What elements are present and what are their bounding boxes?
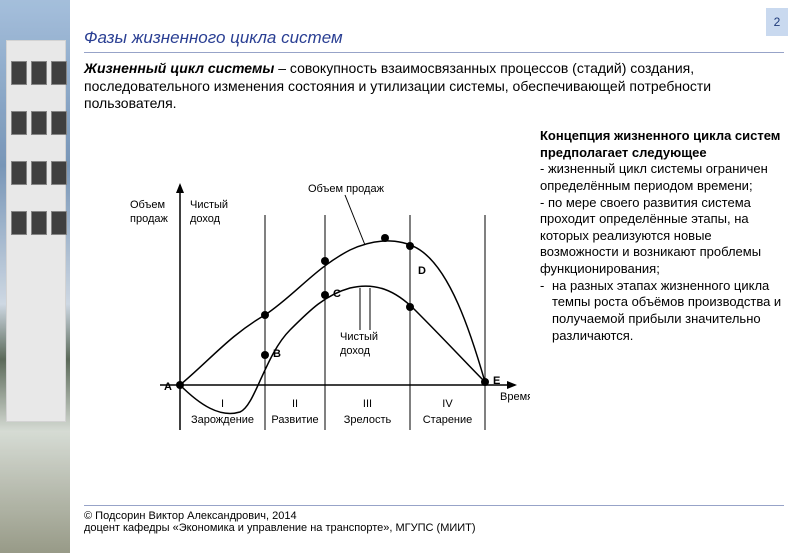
footer-affiliation: доцент кафедры «Экономика и управление н… [84,522,784,534]
concept-bullet-3: на разных этапах жизненного цикла темпы … [552,278,785,345]
svg-text:Объем продаж: Объем продаж [308,183,385,195]
footer: © Подсорин Виктор Александрович, 2014 до… [84,505,784,534]
svg-text:доход: доход [340,345,371,357]
definition-lead: Жизненный цикл системы [84,60,274,76]
footer-copyright: © Подсорин Виктор Александрович, 2014 [84,510,784,522]
concept-bullet-1: - жизненный цикл системы ограничен опред… [540,161,785,194]
svg-text:доход: доход [190,213,221,225]
svg-text:II: II [292,398,298,410]
svg-text:Чистый: Чистый [340,331,378,343]
svg-text:Объем: Объем [130,199,165,211]
svg-text:E: E [493,375,500,387]
svg-text:I: I [221,398,224,410]
svg-text:A: A [164,381,172,393]
svg-text:B: B [273,348,281,360]
svg-text:C: C [333,288,341,300]
lifecycle-chart: I Зарождение II Развитие III Зрелость IV Старен… [90,160,530,470]
slide-title: Фазы жизненного цикла систем [84,28,343,48]
svg-text:IV: IV [442,398,453,410]
svg-text:Зарождение: Зарождение [191,414,254,426]
photo-strip [0,0,70,553]
bullet-dash: - [540,278,552,345]
definition-paragraph: Жизненный цикл системы – совокупность вз… [84,60,784,113]
svg-text:продаж: продаж [130,213,168,225]
svg-text:D: D [418,265,426,277]
concept-bullet-2: - по мере своего развития система проход… [540,195,785,278]
svg-text:Старение: Старение [423,414,473,426]
svg-text:Зрелость: Зрелость [344,414,392,426]
svg-text:III: III [363,398,372,410]
svg-text:Чистый: Чистый [190,199,228,211]
concept-heading: Концепция жизненного цикла систем предпо… [540,128,785,161]
title-underline [84,52,784,53]
concept-column: Концепция жизненного цикла систем предпо… [540,128,785,344]
svg-text:Развитие: Развитие [271,414,318,426]
svg-text:Время: Время [500,391,530,403]
page-number: 2 [766,8,788,36]
